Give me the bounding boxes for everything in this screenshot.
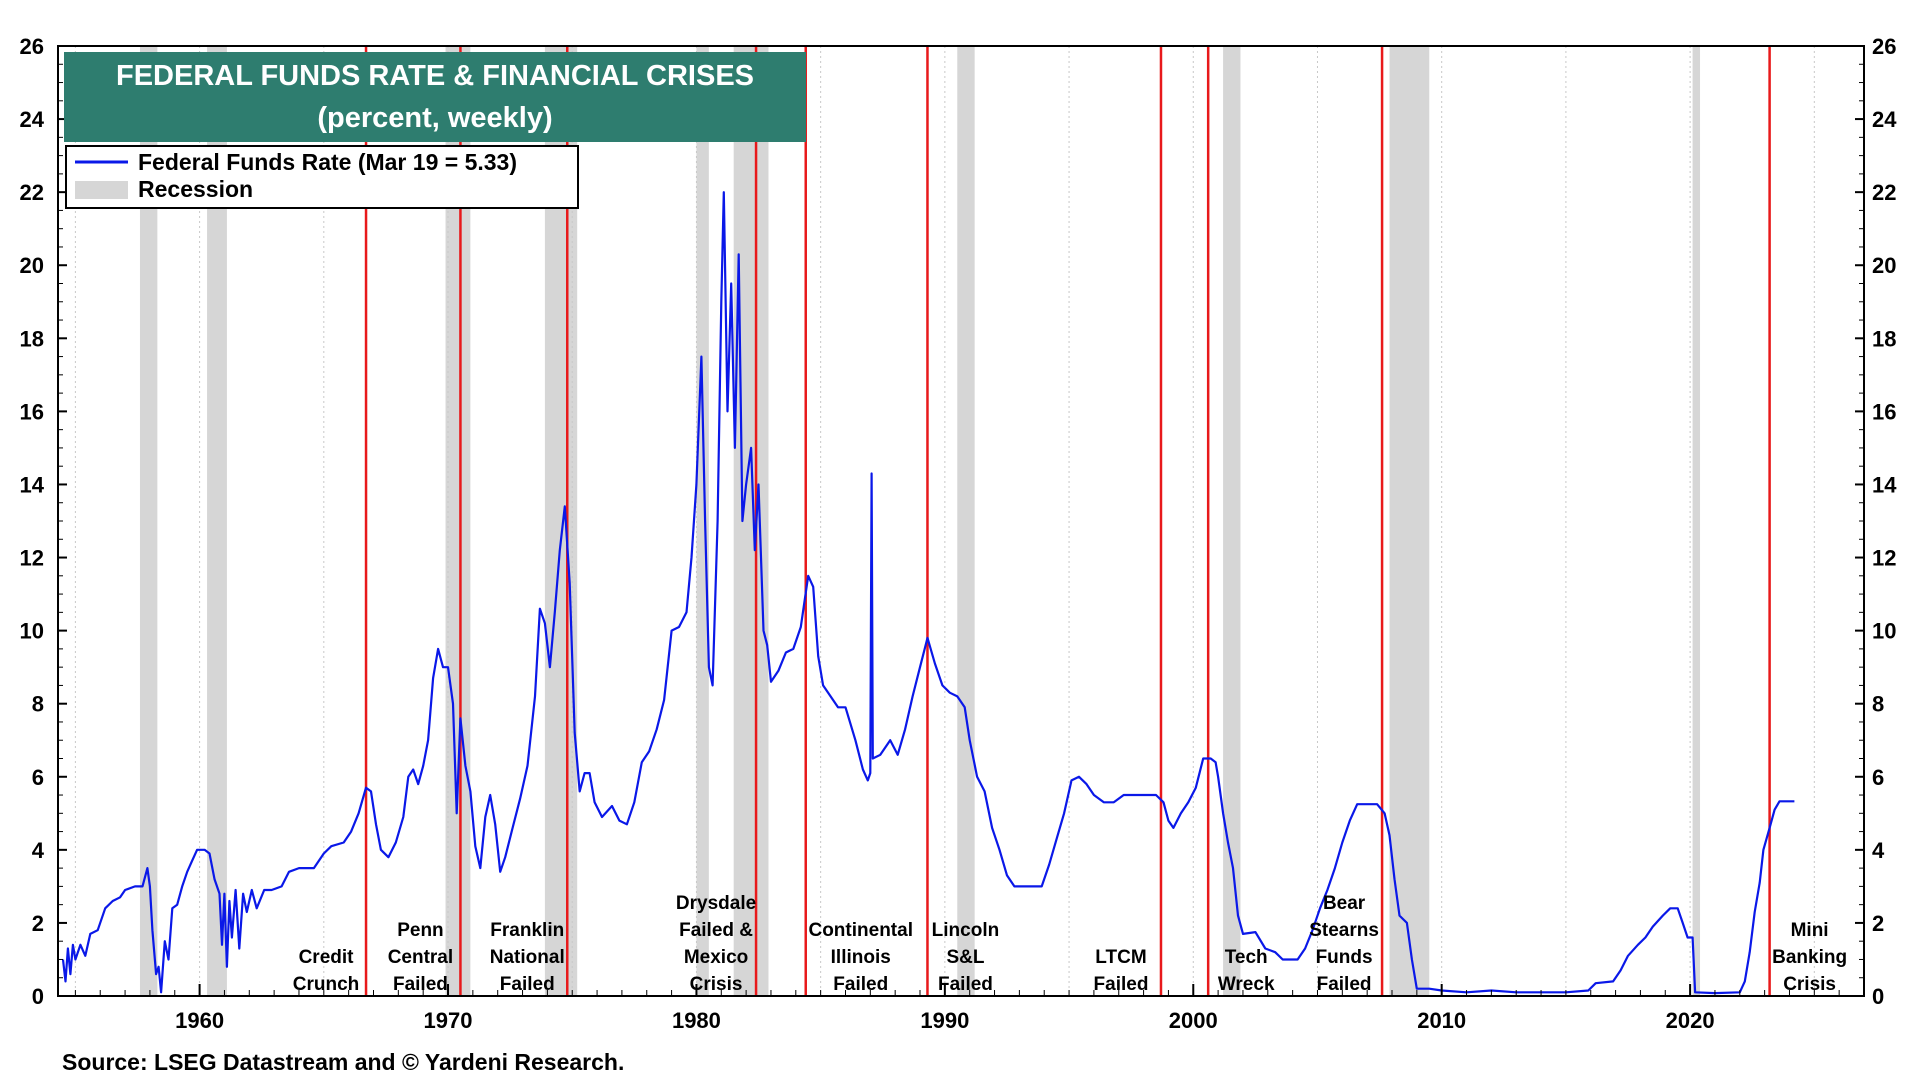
x-tick-label: 1990 xyxy=(920,1008,969,1033)
y-tick-label-left: 10 xyxy=(20,619,44,644)
crisis-label: Stearns xyxy=(1309,920,1379,941)
crisis-label: Penn xyxy=(397,920,443,941)
y-tick-label-right: 14 xyxy=(1872,472,1897,497)
crisis-label: National xyxy=(490,947,565,968)
recession-band xyxy=(1389,46,1430,996)
y-tick-label-right: 6 xyxy=(1872,765,1884,790)
y-tick-label-right: 10 xyxy=(1872,619,1896,644)
crisis-label: Funds xyxy=(1316,947,1373,968)
crisis-label: LTCM xyxy=(1095,947,1146,968)
source-note: Source: LSEG Datastream and © Yardeni Re… xyxy=(62,1049,624,1075)
x-tick-label: 1970 xyxy=(424,1008,473,1033)
y-tick-label-left: 24 xyxy=(20,107,45,132)
recession-band xyxy=(957,46,975,996)
y-tick-label-right: 16 xyxy=(1872,399,1896,424)
gridlines xyxy=(74,46,1815,996)
y-tick-label-right: 0 xyxy=(1872,984,1884,1009)
crisis-label: Failed xyxy=(833,974,888,995)
crisis-labels: Credit Crunch Penn Central Failed Franklin Nat… xyxy=(293,893,1847,995)
crisis-label: Bear xyxy=(1323,893,1366,914)
crisis-label: Mini xyxy=(1791,920,1829,941)
recession-band xyxy=(696,46,709,996)
crisis-label: Crisis xyxy=(1783,974,1836,995)
x-tick-label: 1980 xyxy=(672,1008,721,1033)
recession-band xyxy=(207,46,227,996)
title-background xyxy=(64,52,806,142)
y-tick-label-left: 16 xyxy=(20,399,44,424)
chart-title: FEDERAL FUNDS RATE & FINANCIAL CRISES xyxy=(116,60,754,92)
legend: Federal Funds Rate (Mar 19 = 5.33) Reces… xyxy=(65,145,579,209)
crisis-label: Mexico xyxy=(684,947,748,968)
crisis-label: Tech xyxy=(1225,947,1268,968)
y-tick-label-left: 14 xyxy=(20,472,45,497)
crisis-label: Credit xyxy=(299,947,355,968)
y-tick-label-right: 8 xyxy=(1872,692,1884,717)
crisis-label: Crisis xyxy=(690,974,743,995)
y-tick-label-right: 26 xyxy=(1872,34,1896,59)
recession-bands xyxy=(139,46,1701,996)
crisis-label: Lincoln xyxy=(932,920,1000,941)
title-box: FEDERAL FUNDS RATE & FINANCIAL CRISES (p… xyxy=(64,52,806,142)
y-tick-label-left: 12 xyxy=(20,546,44,571)
y-tick-label-left: 18 xyxy=(20,326,44,351)
y-tick-label-left: 26 xyxy=(20,34,44,59)
y-tick-label-right: 20 xyxy=(1872,253,1896,278)
y-tick-label-left: 6 xyxy=(32,765,44,790)
x-tick-label: 2010 xyxy=(1417,1008,1466,1033)
crisis-label: Franklin xyxy=(490,920,564,941)
y-tick-label-left: 20 xyxy=(20,253,44,278)
y-tick-label-left: 22 xyxy=(20,180,44,205)
series-federal-funds-rate xyxy=(61,191,1795,995)
y-tick-label-left: 0 xyxy=(32,984,44,1009)
y-tick-label-right: 4 xyxy=(1872,838,1885,863)
crisis-label: Failed xyxy=(500,974,555,995)
legend-box xyxy=(65,145,579,209)
crisis-label: Failed & xyxy=(679,920,753,941)
crisis-label: Failed xyxy=(393,974,448,995)
crisis-label: Illinois xyxy=(831,947,891,968)
crisis-label: Failed xyxy=(1094,974,1149,995)
crisis-label: Continental xyxy=(808,920,913,941)
legend-recession-swatch xyxy=(75,181,128,199)
legend-item-recession: Recession xyxy=(138,176,253,202)
y-tick-label-right: 12 xyxy=(1872,546,1896,571)
recession-band xyxy=(139,46,158,996)
x-tick-label: 2000 xyxy=(1169,1008,1218,1033)
crisis-label: Failed xyxy=(1317,974,1372,995)
x-tick-label: 2020 xyxy=(1666,1008,1715,1033)
recession-band xyxy=(1692,46,1701,996)
legend-item-federal-funds-rate: Federal Funds Rate (Mar 19 = 5.33) xyxy=(138,149,517,175)
y-tick-label-right: 2 xyxy=(1872,911,1884,936)
chart-subtitle: (percent, weekly) xyxy=(317,102,552,134)
y-tick-label-left: 8 xyxy=(32,692,44,717)
crisis-label: Wreck xyxy=(1218,974,1275,995)
crisis-label: Drysdale xyxy=(676,893,756,914)
y-tick-label-right: 24 xyxy=(1872,107,1897,132)
x-tick-label: 1960 xyxy=(175,1008,224,1033)
crisis-label: Banking xyxy=(1772,947,1847,968)
crisis-label: S&L xyxy=(946,947,984,968)
y-tick-label-left: 2 xyxy=(32,911,44,936)
y-tick-label-right: 22 xyxy=(1872,180,1896,205)
recession-band xyxy=(1223,46,1241,996)
y-tick-label-left: 4 xyxy=(32,838,45,863)
recession-band xyxy=(733,46,769,996)
crisis-label: Failed xyxy=(938,974,993,995)
crisis-label: Central xyxy=(388,947,453,968)
crisis-label: Crunch xyxy=(293,974,360,995)
y-tick-label-right: 18 xyxy=(1872,326,1896,351)
series-layer xyxy=(61,191,1795,995)
